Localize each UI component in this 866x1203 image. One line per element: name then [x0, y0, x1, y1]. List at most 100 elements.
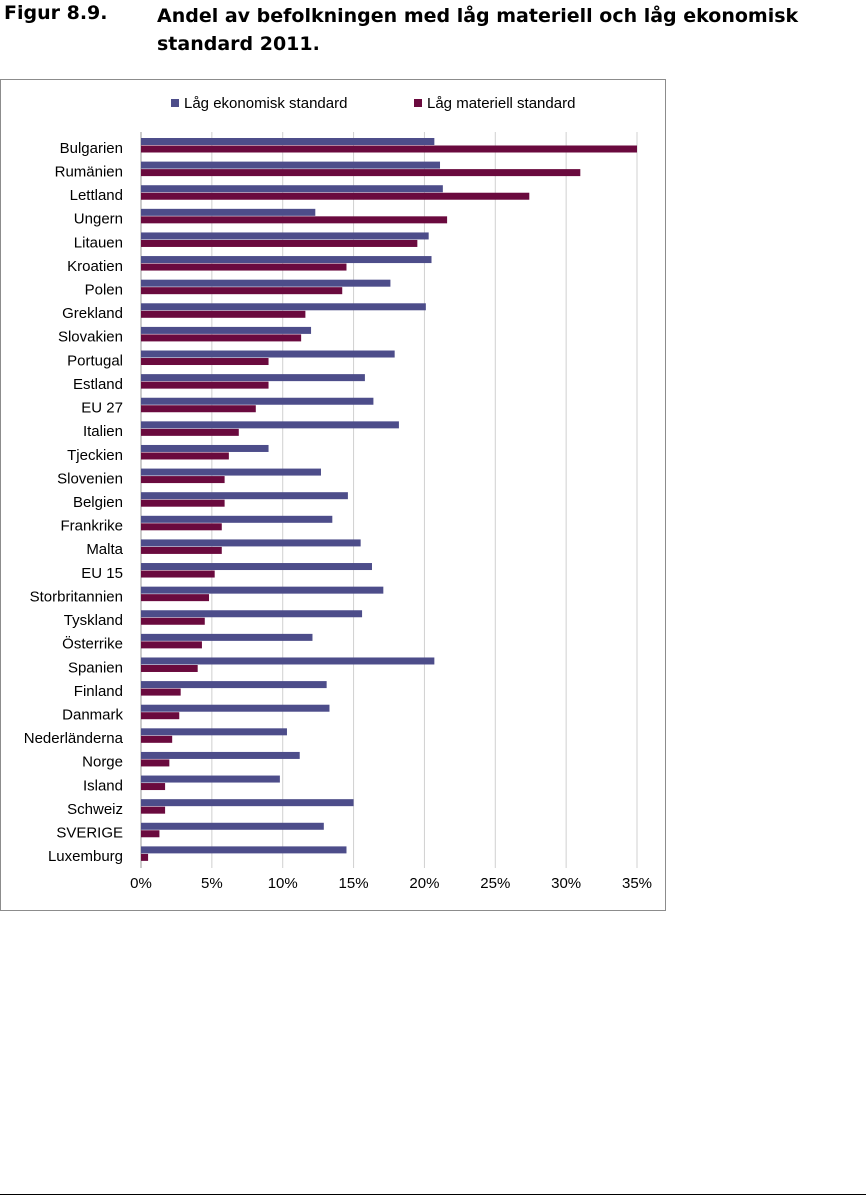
y-category-label: Island	[83, 777, 123, 794]
bar	[141, 287, 343, 295]
x-tick-label: 20%	[409, 875, 439, 892]
y-category-label: Frankrike	[60, 518, 123, 535]
y-category-label: Bulgarien	[60, 140, 123, 157]
y-category-label: Tjeckien	[67, 447, 123, 464]
bar	[141, 806, 166, 814]
bar	[141, 688, 181, 696]
y-category-label: Österrike	[62, 635, 123, 653]
bar	[141, 751, 300, 759]
bar	[141, 185, 443, 193]
bar	[141, 216, 448, 224]
bar	[141, 232, 429, 240]
y-category-label: EU 15	[81, 565, 123, 582]
y-category-label: Estland	[73, 376, 123, 393]
bar	[141, 735, 173, 743]
bar	[141, 775, 280, 783]
bar	[141, 374, 365, 382]
x-tick-label: 0%	[130, 875, 152, 892]
bar	[141, 256, 432, 264]
y-category-label: Finland	[74, 683, 123, 700]
y-category-label: Luxemburg	[48, 848, 123, 865]
legend-entry: Låg ekonomisk standard	[184, 95, 347, 112]
figure-label: Figur 8.9.	[4, 2, 108, 24]
legend-swatch	[414, 99, 422, 107]
x-tick-label: 15%	[339, 875, 369, 892]
bar	[141, 161, 441, 169]
y-category-label: Storbritannien	[30, 588, 123, 605]
bar	[141, 263, 347, 271]
bar	[141, 641, 202, 649]
bar	[141, 586, 384, 594]
bar	[141, 846, 347, 854]
bar	[141, 169, 581, 177]
y-category-label: Rumänien	[55, 163, 123, 180]
bar	[141, 310, 306, 318]
legend-swatch	[171, 99, 179, 107]
bar	[141, 515, 333, 523]
bar-chart: 0% 5% 10% 15% 20% 25% 30% 35% Bulgarien Rumänien L…	[24, 95, 652, 892]
bar	[141, 421, 399, 429]
bar	[141, 334, 302, 342]
bar	[141, 405, 256, 413]
bar	[141, 326, 312, 334]
y-category-label: Belgien	[73, 494, 123, 511]
page-bottom-rule	[0, 1194, 866, 1195]
y-category-label: Ungern	[74, 211, 123, 228]
chart-frame: 0% 5% 10% 15% 20% 25% 30% 35% Bulgarien Rumänien L…	[0, 79, 666, 911]
x-tick-label: 25%	[480, 875, 510, 892]
bar	[141, 546, 222, 554]
bar	[141, 303, 426, 311]
y-category-label: Italien	[83, 423, 123, 440]
bar	[141, 397, 374, 405]
bar	[141, 138, 435, 145]
bar	[141, 539, 361, 547]
y-category-label: Nederländerna	[24, 730, 124, 747]
bar	[141, 523, 222, 531]
bar	[141, 704, 330, 712]
y-category-label: Schweiz	[67, 801, 123, 818]
bar	[141, 830, 160, 838]
bar	[141, 681, 327, 689]
bar	[141, 799, 354, 807]
bar	[141, 570, 215, 578]
y-category-label: Portugal	[67, 352, 123, 369]
bar	[141, 476, 225, 484]
bar	[141, 633, 313, 641]
y-category-label: Spanien	[68, 659, 123, 676]
y-category-label: Danmark	[62, 707, 123, 724]
y-category-label: Slovakien	[58, 329, 123, 346]
bar	[141, 468, 321, 476]
bar	[141, 492, 348, 500]
y-category-label: Slovenien	[57, 470, 123, 487]
bar	[141, 853, 149, 861]
y-category-label: SVERIGE	[56, 825, 123, 842]
bar	[141, 444, 269, 452]
y-category-label: EU 27	[81, 400, 123, 417]
x-tick-label: 30%	[551, 875, 581, 892]
figure-title: Andel av befolkningen med låg materiell …	[157, 5, 799, 55]
bar	[141, 499, 225, 507]
x-tick-label: 10%	[268, 875, 298, 892]
y-category-label: Tyskland	[64, 612, 123, 629]
bar	[141, 279, 391, 287]
bar	[141, 594, 210, 602]
y-category-label: Grekland	[62, 305, 123, 322]
bar	[141, 664, 198, 672]
bar	[141, 428, 239, 436]
bar	[141, 208, 316, 216]
y-category-label: Lettland	[70, 187, 123, 204]
bar	[141, 617, 205, 625]
bar	[141, 712, 180, 720]
bar	[141, 192, 530, 200]
legend-entry: Låg materiell standard	[427, 95, 575, 112]
bar	[141, 728, 287, 736]
bar	[141, 822, 324, 830]
y-category-label: Kroatien	[67, 258, 123, 275]
y-category-label: Malta	[86, 541, 123, 558]
bar	[141, 563, 372, 571]
y-category-label: Norge	[82, 754, 123, 771]
x-tick-label: 5%	[201, 875, 223, 892]
bar	[141, 657, 435, 665]
bar	[141, 145, 637, 153]
bar	[141, 759, 170, 767]
